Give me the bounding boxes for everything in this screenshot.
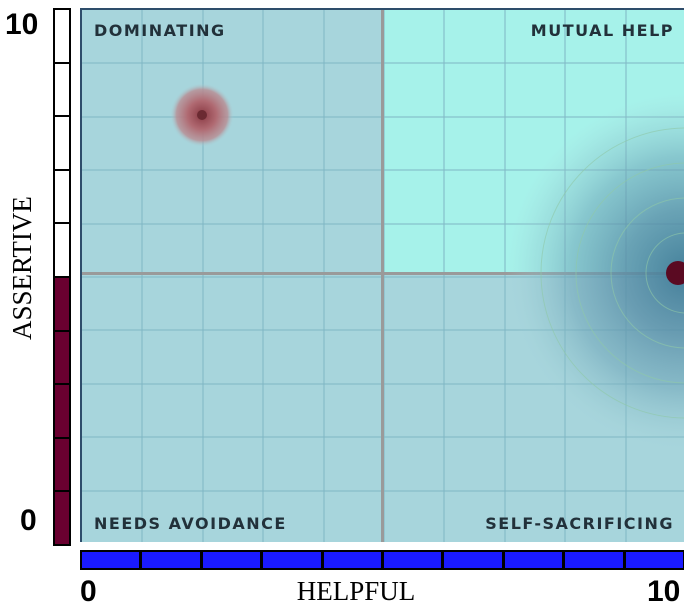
helpful-level-bar xyxy=(80,550,684,570)
assertive-bar-segment xyxy=(53,436,71,493)
large-marker-rings xyxy=(540,127,684,419)
quadrant-label-mutual-help: MUTUAL HELP xyxy=(530,21,674,40)
quadrant-label-dominating: DOMINATING xyxy=(94,21,226,40)
assertive-bar-segment xyxy=(53,115,71,171)
large-marker-glow xyxy=(506,93,684,453)
helpful-bar-segment xyxy=(82,552,140,568)
helpful-bar-segment xyxy=(625,552,683,568)
x-axis-min-label: 0 xyxy=(80,575,97,608)
assertive-bar-segment xyxy=(53,490,71,546)
horizontal-divider xyxy=(82,272,684,275)
helpful-bar-segment xyxy=(202,552,261,568)
quadrant-label-needs-avoidance: NEEDS AVOIDANCE xyxy=(94,514,287,533)
x-axis-label: HELPFUL xyxy=(296,576,416,606)
helpful-bar-segment xyxy=(323,552,381,568)
quadrant-graphic xyxy=(82,10,684,542)
helpful-bar-segment xyxy=(384,552,442,568)
helpful-bar-segment xyxy=(504,552,563,568)
assertive-bar-segment xyxy=(53,8,71,64)
y-axis-label: ASSERTIVE xyxy=(7,196,37,340)
assertive-bar-segment xyxy=(53,383,71,439)
y-axis-max-label: 10 xyxy=(5,8,39,41)
y-axis-min-label: 0 xyxy=(20,504,37,537)
small-marker-core xyxy=(197,110,207,120)
assertive-bar-segment xyxy=(53,329,71,386)
vertical-divider xyxy=(381,10,384,542)
helpful-bar-segment xyxy=(263,552,321,568)
helpful-bar-segment xyxy=(565,552,623,568)
assertive-bar-segment xyxy=(53,222,71,278)
assertive-level-bar xyxy=(53,8,71,546)
assertive-bar-segment xyxy=(53,276,71,332)
quadrant-label-self-sacrificing: SELF-SACRIFICING xyxy=(485,514,674,533)
quadrant-plot: DOMINATING MUTUAL HELP NEEDS AVOIDANCE S… xyxy=(80,8,684,542)
assertive-bar-segment xyxy=(53,61,71,118)
helpful-bar-segment xyxy=(142,552,200,568)
large-marker-dot xyxy=(666,261,684,285)
assertive-bar-segment xyxy=(53,168,71,225)
helpful-bar-segment xyxy=(444,552,502,568)
x-axis-max-label: 10 xyxy=(647,575,681,608)
